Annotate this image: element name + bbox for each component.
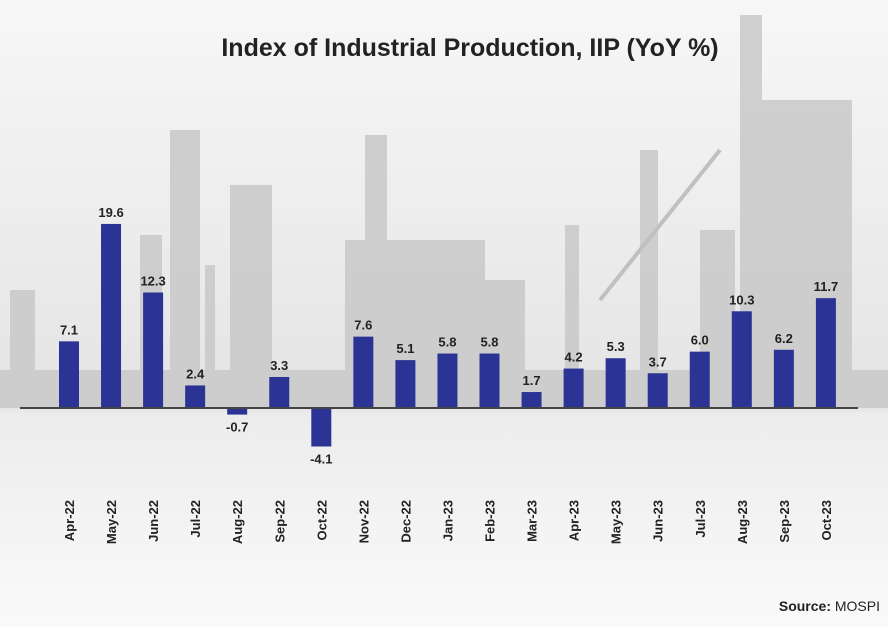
bar-Mar-23 [521, 392, 542, 408]
bar-Apr-23 [563, 368, 584, 408]
data-label: 1.7 [523, 373, 541, 388]
data-label: 5.8 [438, 335, 456, 350]
data-label: -0.7 [226, 420, 248, 435]
data-label: 7.6 [354, 318, 372, 333]
x-tick-label: Jul-22 [188, 500, 203, 538]
bar-Jun-22 [143, 292, 164, 408]
bar-Dec-22 [395, 360, 416, 408]
data-label: 5.3 [607, 339, 625, 354]
data-label: 6.0 [691, 333, 709, 348]
data-label: 2.4 [186, 366, 205, 381]
bar-Nov-22 [353, 336, 374, 408]
bar-Oct-23 [815, 298, 836, 408]
data-label: -4.1 [310, 451, 332, 466]
x-tick-label: Nov-22 [356, 500, 371, 543]
bar-May-23 [605, 358, 626, 408]
data-label: 4.2 [565, 350, 583, 365]
x-tick-label: Sep-22 [272, 500, 287, 543]
source-value: MOSPI [834, 598, 880, 614]
x-tick-label: Feb-23 [483, 500, 498, 542]
bar-Jul-22 [185, 385, 206, 408]
data-label: 7.1 [60, 322, 78, 337]
data-label: 3.7 [649, 354, 667, 369]
x-tick-label: Jul-23 [693, 500, 708, 538]
bar-Jun-23 [647, 373, 668, 408]
data-label: 3.3 [270, 358, 288, 373]
bar-Feb-23 [479, 353, 500, 408]
bar-Sep-22 [269, 377, 290, 408]
bar-Jan-23 [437, 353, 458, 408]
bar-Aug-23 [731, 311, 752, 408]
bar-Jul-23 [689, 351, 710, 408]
x-tick-label: Dec-22 [398, 500, 413, 543]
data-label: 19.6 [98, 205, 123, 220]
x-tick-label: Mar-23 [525, 500, 540, 542]
x-tick-label: Aug-22 [230, 500, 245, 544]
x-tick-label: May-22 [104, 500, 119, 544]
bar-Sep-23 [773, 349, 794, 408]
x-tick-label: Oct-22 [314, 500, 329, 540]
bar-Apr-22 [59, 341, 79, 408]
x-tick-label: Aug-23 [735, 500, 750, 544]
data-label: 5.8 [480, 335, 498, 350]
data-label: 12.3 [140, 274, 165, 289]
x-tick-label: Jun-23 [651, 500, 666, 542]
data-label: 10.3 [729, 292, 754, 307]
bar-Oct-22 [311, 408, 332, 447]
source-note: Source: MOSPI [779, 598, 880, 614]
x-tick-label: May-23 [609, 500, 624, 544]
x-tick-label: Jan-23 [440, 500, 455, 541]
data-label: 5.1 [396, 341, 414, 356]
x-tick-label: Sep-23 [777, 500, 792, 543]
data-label: 11.7 [814, 279, 839, 294]
x-tick-label: Oct-23 [819, 500, 834, 540]
bar-Aug-22 [227, 408, 248, 415]
x-tick-label: Apr-22 [62, 500, 77, 541]
data-label: 6.2 [775, 331, 793, 346]
bar-May-22 [101, 223, 122, 408]
x-tick-label: Jun-22 [146, 500, 161, 542]
chart-title: Index of Industrial Production, IIP (YoY… [221, 34, 719, 62]
x-tick-label: Apr-23 [567, 500, 582, 541]
source-label: Source: [778, 598, 831, 614]
